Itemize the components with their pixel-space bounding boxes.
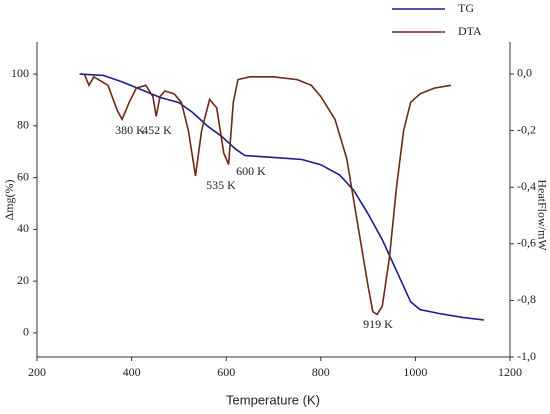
- annotation: 452 K: [142, 123, 172, 137]
- y-tick-label: 40: [17, 221, 29, 235]
- annotation: 600 K: [236, 164, 266, 178]
- x-axis-label: Temperature (K): [226, 392, 320, 407]
- y-axis-label: Δmg(%): [2, 179, 16, 220]
- y2-tick-label: -1,0: [517, 349, 536, 363]
- annotation: 380 K: [115, 123, 145, 137]
- legend-label: TG: [458, 1, 474, 15]
- y-tick-label: 100: [11, 66, 29, 80]
- series-line: [79, 73, 485, 321]
- x-tick-label: 1200: [498, 365, 522, 379]
- y2-axis-label: HeatFlow/mW: [535, 179, 549, 251]
- y2-tick-label: -0,6: [517, 236, 536, 250]
- x-tick-label: 1000: [403, 365, 427, 379]
- y2-tick-label: -0,8: [517, 292, 536, 306]
- x-tick-label: 600: [217, 365, 235, 379]
- y-tick-label: 20: [17, 273, 29, 287]
- y-tick-label: 80: [17, 118, 29, 132]
- legend-label: DTA: [458, 24, 482, 38]
- axis-frame: [36, 42, 511, 358]
- annotation: 535 K: [206, 178, 236, 192]
- y2-tick-label: -0,2: [517, 122, 536, 136]
- series-line: [83, 73, 452, 316]
- x-tick-label: 400: [123, 365, 141, 379]
- x-tick-label: 200: [28, 365, 46, 379]
- y2-tick-label: 0,0: [517, 66, 532, 80]
- y-tick-label: 60: [17, 169, 29, 183]
- y-tick-label: 0: [23, 325, 29, 339]
- annotation: 919 K: [363, 317, 393, 331]
- x-tick-label: 800: [312, 365, 330, 379]
- y2-tick-label: -0,4: [517, 179, 536, 193]
